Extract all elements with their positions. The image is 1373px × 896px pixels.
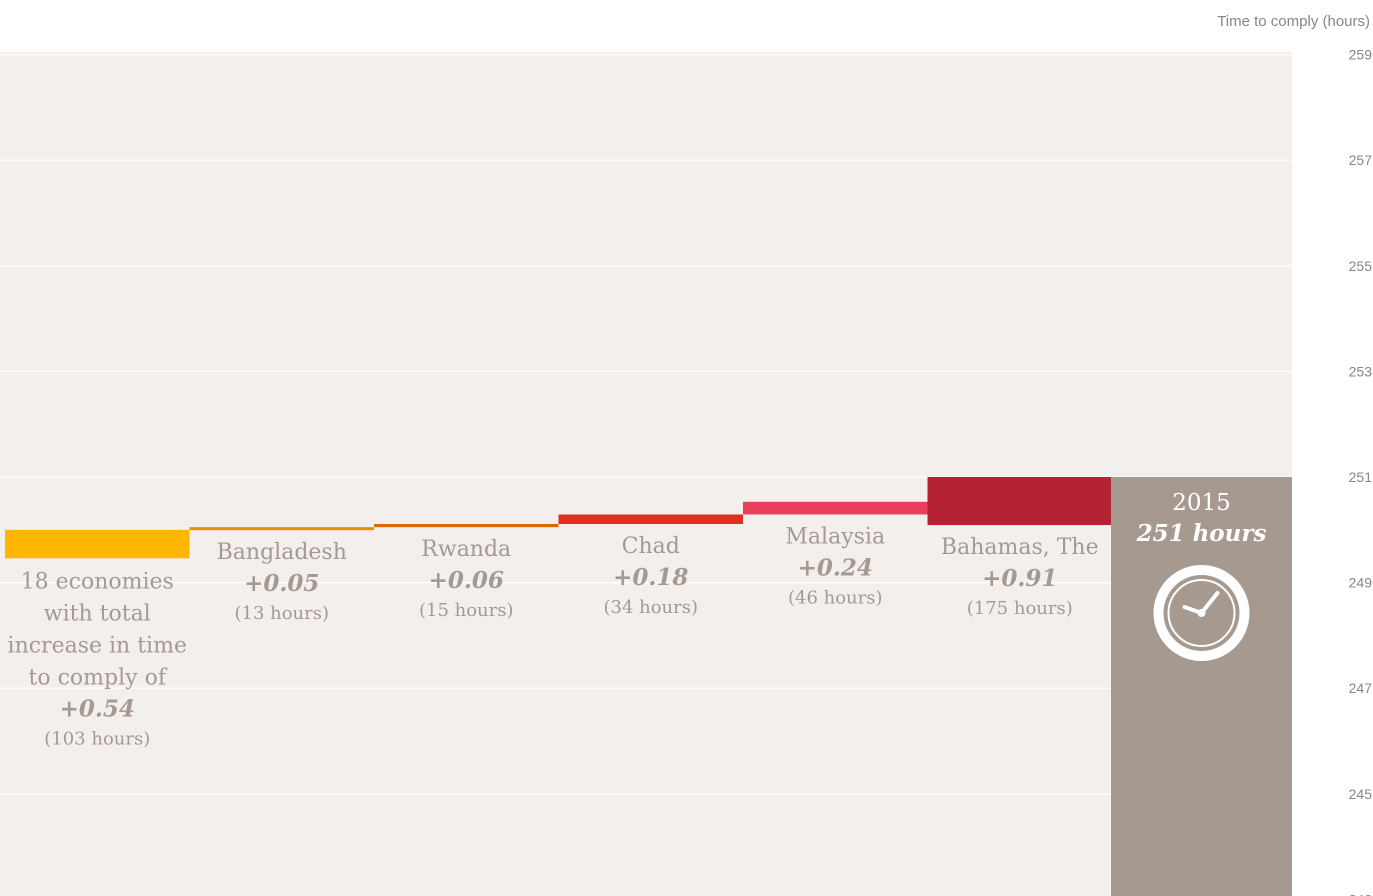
step-value-label: +0.06	[429, 567, 504, 594]
category-label: increase in time	[8, 633, 187, 658]
category-label: to comply of	[29, 665, 168, 690]
step-hours-label: (46 hours)	[788, 587, 883, 608]
step-hours-label: (34 hours)	[603, 597, 698, 618]
gridlines	[0, 53, 1292, 795]
waterfall-bar	[927, 477, 1112, 526]
category-label: Chad	[622, 534, 680, 559]
waterfall-bar	[558, 514, 743, 524]
category-labels: 18 economies with total increase in time to…	[8, 490, 1267, 749]
step-value-label: +0.54	[60, 695, 135, 722]
step-hours-label: (103 hours)	[44, 728, 150, 749]
y-tick-label: 247	[1349, 680, 1373, 696]
total-year-label: 2015	[1172, 490, 1231, 516]
waterfall-bar	[374, 523, 559, 528]
clock-icon	[1153, 565, 1250, 661]
waterfall-bar	[5, 529, 190, 559]
step-value-label: +0.24	[798, 554, 873, 581]
y-tick-label: 255	[1349, 258, 1373, 274]
step-hours-label: (175 hours)	[967, 598, 1073, 619]
total-value-label: 251 hours	[1136, 520, 1267, 547]
category-label: Bangladesh	[217, 540, 347, 565]
y-tick-label: 245	[1349, 786, 1373, 802]
y-tick-label: 249	[1349, 575, 1373, 591]
waterfall-bar	[743, 501, 928, 515]
category-label: Bahamas, The	[941, 535, 1099, 560]
category-label: Malaysia	[785, 524, 885, 549]
bars	[5, 477, 1292, 896]
total-bar	[1111, 477, 1292, 896]
category-label: Rwanda	[421, 537, 511, 562]
step-hours-label: (13 hours)	[234, 603, 329, 624]
y-tick-label: 243	[1349, 891, 1373, 896]
step-value-label: +0.91	[982, 565, 1057, 592]
category-label: with total	[44, 601, 151, 626]
plot-background	[0, 52, 1292, 896]
step-hours-label: (15 hours)	[419, 600, 514, 621]
y-tick-label: 253	[1349, 363, 1373, 379]
y-tick-label: 259	[1349, 47, 1373, 63]
y-tick-label: 251	[1349, 469, 1373, 485]
step-value-label: +0.05	[244, 570, 319, 597]
y-tick-label: 257	[1349, 152, 1373, 168]
y-axis-title: Time to comply (hours)	[1217, 13, 1370, 30]
y-axis-ticks: 243 245 247 249 251 253 255 257 259	[1349, 47, 1373, 896]
category-label: 18 economies	[21, 569, 174, 594]
waterfall-bar	[189, 527, 374, 531]
step-value-label: +0.18	[613, 564, 688, 591]
